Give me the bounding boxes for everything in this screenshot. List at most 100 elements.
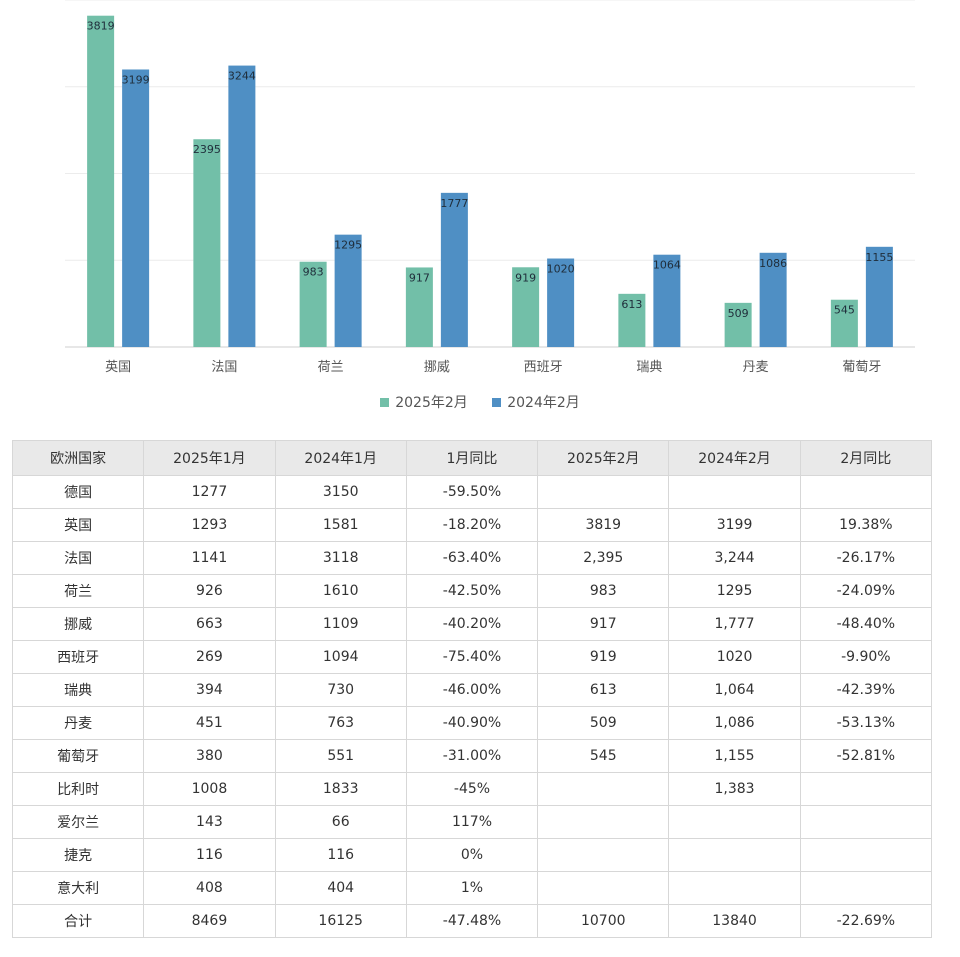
table-cell: 1610 [274,574,407,608]
table-cell: 1094 [274,640,407,674]
table-cell: 比利时 [11,772,145,806]
table-cell [799,838,933,872]
x-tick-label: 英国 [105,360,131,375]
table-cell [668,838,801,872]
table-cell: 1277 [143,475,276,509]
table-cell [668,475,801,509]
table-cell: 1,155 [668,739,801,773]
table-cell [537,838,670,872]
table-cell: 捷克 [11,838,145,872]
data-label-series-2: 1064 [653,259,681,272]
table-cell: 1,383 [668,772,801,806]
table-cell: 3150 [274,475,407,509]
table-cell: 爱尔兰 [11,805,145,839]
table-cell: -53.13% [799,706,933,740]
x-tick-label: 瑞典 [636,360,662,375]
table-cell: -40.20% [405,607,539,641]
bar-chart: 3819 3199 英国 2395 3244 法国 983 1295 荷兰 917 1777 挪威 91… [65,0,915,375]
bar-series-2 [547,258,575,347]
table-cell: 451 [143,706,276,740]
data-label-series-1: 613 [621,298,642,311]
table-row: 荷兰 926 1610 -42.50% 983 1295 -24.09% [11,574,933,608]
data-label-series-1: 917 [409,271,430,284]
table-header-cell: 2025年1月 [143,440,276,476]
table-cell: 1141 [143,541,276,575]
table-cell: 1833 [274,772,407,806]
data-label-series-1: 2395 [193,143,221,156]
table-cell: 荷兰 [11,574,145,608]
table-cell: 挪威 [11,607,145,641]
table-row: 挪威 663 1109 -40.20% 917 1,777 -48.40% [11,607,933,641]
table-cell [537,772,670,806]
table-cell: 1008 [143,772,276,806]
table-cell [668,871,801,905]
table-cell: -31.00% [405,739,539,773]
x-tick-label: 挪威 [424,360,450,375]
table-cell: -40.90% [405,706,539,740]
table-cell: 10700 [537,904,670,938]
table-row: 英国 1293 1581 -18.20% 3819 3199 19.38% [11,508,933,542]
table-cell: 瑞典 [11,673,145,707]
table-cell: -47.48% [405,904,539,938]
table-cell: 西班牙 [11,640,145,674]
table-cell: 1109 [274,607,407,641]
bar-series-2 [334,234,362,347]
table-cell: 117% [405,805,539,839]
data-label-series-2: 1777 [440,197,468,210]
table-cell: 509 [537,706,670,740]
data-label-series-1: 983 [303,266,324,279]
bar-series-1 [87,15,115,347]
table-cell: 3819 [537,508,670,542]
table-cell: 1,064 [668,673,801,707]
bar-series-1 [405,267,433,347]
table-row: 比利时 1008 1833 -45% 1,383 [11,772,933,806]
table-cell: 926 [143,574,276,608]
table-cell: -18.20% [405,508,539,542]
table-cell [799,871,933,905]
table-row: 意大利 408 404 1% [11,871,933,905]
table-cell: 394 [143,673,276,707]
bar-series-2 [865,246,893,347]
table-cell: 408 [143,871,276,905]
x-tick-label: 葡萄牙 [842,360,881,375]
table-row: 丹麦 451 763 -40.90% 509 1,086 -53.13% [11,706,933,740]
table-cell: 1,086 [668,706,801,740]
legend-swatch-series-1 [380,397,390,407]
table-cell: 545 [537,739,670,773]
table-row: 西班牙 269 1094 -75.40% 919 1020 -9.90% [11,640,933,674]
table-row: 瑞典 394 730 -46.00% 613 1,064 -42.39% [11,673,933,707]
table-cell: 1020 [668,640,801,674]
table-cell: 551 [274,739,407,773]
data-label-series-1: 509 [728,307,749,320]
table-cell: 983 [537,574,670,608]
table-cell [537,871,670,905]
table-header-cell: 2025年2月 [537,440,670,476]
table-cell: 919 [537,640,670,674]
bar-series-1 [512,267,540,347]
table-cell [799,475,933,509]
table-header-cell: 欧洲国家 [11,440,145,476]
table-cell: -26.17% [799,541,933,575]
data-label-series-1: 545 [834,304,855,317]
table-cell: 意大利 [11,871,145,905]
table-cell: 丹麦 [11,706,145,740]
bar-series-1 [299,261,327,347]
table-body: 德国 1277 3150 -59.50% 英国 1293 1581 -18.20% 3819 31… [11,475,933,938]
table-cell: -59.50% [405,475,539,509]
bar-series-1 [618,293,646,347]
table-cell: 404 [274,871,407,905]
bar-series-1 [193,139,221,347]
table-cell: -45% [405,772,539,806]
table-row: 爱尔兰 143 66 117% [11,805,933,839]
legend-label-series-1: 2025年2月 [395,395,468,411]
table-cell: 3,244 [668,541,801,575]
legend-label-series-2: 2024年2月 [507,395,580,411]
chart-legend: 2025年2月 2024年2月 [0,392,960,412]
table-cell [537,805,670,839]
legend-item-series-2: 2024年2月 [492,392,580,412]
table-cell: -24.09% [799,574,933,608]
table-row: 葡萄牙 380 551 -31.00% 545 1,155 -52.81% [11,739,933,773]
bar-series-1 [830,299,858,347]
table-cell: 143 [143,805,276,839]
table-cell: -46.00% [405,673,539,707]
